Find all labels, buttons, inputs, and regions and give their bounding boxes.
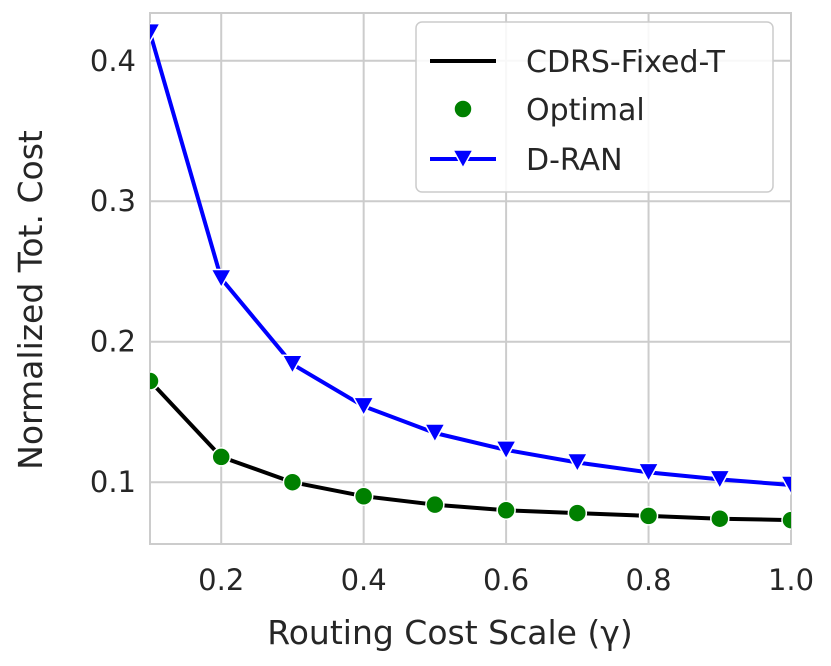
data-point-d-ran	[708, 469, 732, 490]
data-point-optimal	[150, 371, 160, 391]
legend-label-dran: D-RAN	[526, 143, 623, 178]
data-point-optimal	[211, 447, 231, 467]
y-tick-label: 0.4	[90, 44, 136, 78]
data-point-d-ran	[566, 452, 589, 474]
data-point-optimal	[282, 472, 303, 492]
y-tick-label: 0.2	[90, 325, 136, 359]
data-point-d-ran	[352, 396, 375, 417]
legend: CDRS-Fixed-T Optimal D-RAN	[415, 21, 774, 193]
data-point-d-ran	[494, 440, 518, 461]
x-tick-label: 0.4	[341, 563, 387, 597]
data-point-d-ran	[423, 423, 447, 444]
y-tick-label: 0.1	[90, 465, 136, 499]
data-point-d-ran	[150, 22, 162, 44]
legend-label-optimal: Optimal	[526, 93, 645, 128]
data-point-optimal	[567, 503, 588, 523]
data-point-optimal	[496, 500, 516, 521]
legend-box	[415, 21, 774, 193]
legend-swatch-dran-marker	[451, 149, 475, 170]
tick-labels: 0.2 0.4 0.6 0.8 1.0 0.1 0.2 0.3 0.4	[90, 44, 814, 597]
series-line-cdrs-fixed-t	[150, 379, 791, 523]
y-axis-title: Normalized Tot. Cost	[11, 130, 50, 470]
x-tick-label: 0.8	[625, 563, 671, 597]
legend-label-cdrs: CDRS-Fixed-T	[526, 45, 726, 80]
x-tick-label: 0.6	[483, 563, 529, 597]
data-point-d-ran	[637, 462, 660, 483]
data-point-optimal	[638, 506, 659, 526]
legend-swatch-optimal	[453, 99, 473, 119]
y-tick-label: 0.3	[90, 184, 136, 218]
data-point-d-ran	[779, 475, 791, 496]
x-axis-title: Routing Cost Scale (γ)	[267, 613, 632, 652]
data-point-optimal	[353, 486, 374, 506]
series-layer	[150, 22, 791, 530]
series-line-d-ran	[150, 32, 791, 487]
plot-frame	[149, 12, 792, 545]
data-point-optimal	[710, 508, 730, 529]
data-point-d-ran	[209, 268, 233, 290]
data-point-optimal	[425, 494, 445, 515]
data-point-optimal	[781, 510, 791, 530]
data-point-d-ran	[281, 354, 304, 375]
x-tick-label: 1.0	[768, 563, 814, 597]
x-tick-label: 0.2	[198, 563, 244, 597]
